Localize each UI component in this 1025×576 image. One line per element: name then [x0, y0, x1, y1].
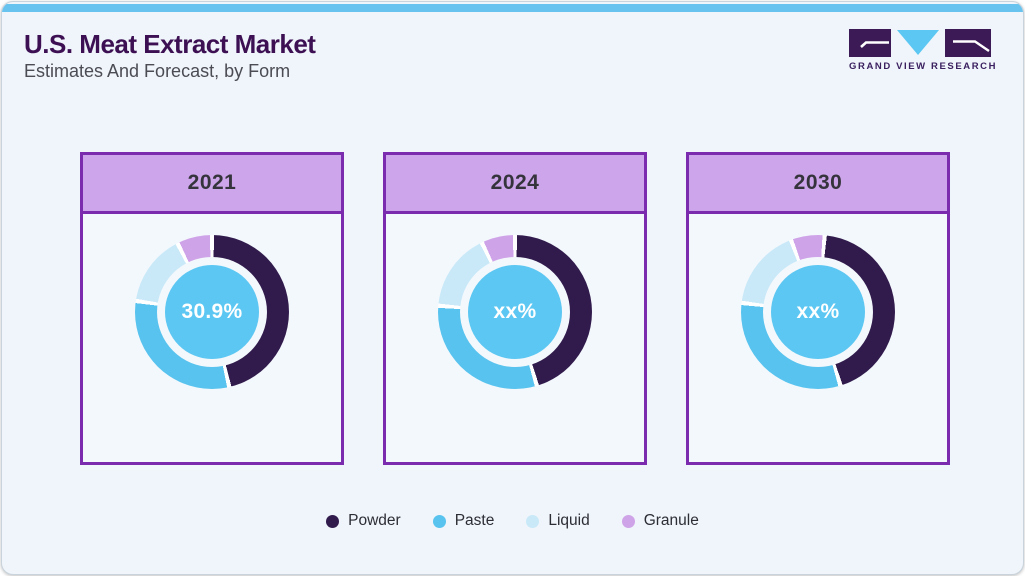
donut-center-value-2030: xx% [771, 265, 865, 359]
page-title: U.S. Meat Extract Market [24, 29, 316, 59]
legend-item-liquid: Liquid [526, 512, 590, 530]
donut-hole: xx% [763, 257, 873, 367]
legend-label: Granule [643, 512, 699, 529]
granule-swatch-icon [621, 514, 635, 528]
legend-label: Liquid [548, 512, 590, 529]
donut-center-value-2021: 30.9% [165, 265, 259, 359]
grand-view-research-logo: GRAND VIEW RESEARCH [849, 28, 998, 72]
legend-item-powder: Powder [326, 512, 401, 530]
donut-center-value-2024: xx% [468, 265, 562, 359]
paste-swatch-icon [432, 514, 446, 528]
legend-item-paste: Paste [432, 512, 495, 530]
year-card-2024: 2024 xx% [383, 152, 647, 465]
legend-item-granule: Granule [621, 512, 699, 530]
year-card-2030: 2030 xx% [686, 152, 950, 465]
donut-ring-2030: xx% [741, 235, 895, 389]
donut-chart-2024: xx% [386, 214, 644, 462]
gvr-logo-icon [849, 29, 991, 57]
year-header-2024: 2024 [386, 155, 644, 214]
donut-hole: 30.9% [157, 257, 267, 367]
legend: Powder Paste Liquid Granule [2, 512, 1023, 530]
donut-chart-2021: 30.9% [83, 214, 341, 462]
year-header-2030: 2030 [689, 155, 947, 214]
powder-swatch-icon [326, 514, 340, 528]
year-header-2021: 2021 [83, 155, 341, 214]
donut-ring-2024: xx% [438, 235, 592, 389]
page-subtitle: Estimates And Forecast, by Form [24, 61, 291, 81]
legend-label: Powder [348, 512, 401, 529]
liquid-swatch-icon [526, 514, 540, 528]
legend-label: Paste [454, 512, 495, 529]
year-card-2021: 2021 30.9% [80, 152, 344, 465]
donut-chart-2030: xx% [689, 214, 947, 462]
top-accent-bar [2, 4, 1023, 12]
donut-ring-2021: 30.9% [135, 235, 289, 389]
brand-name: GRAND VIEW RESEARCH [849, 61, 998, 72]
donut-hole: xx% [460, 257, 570, 367]
